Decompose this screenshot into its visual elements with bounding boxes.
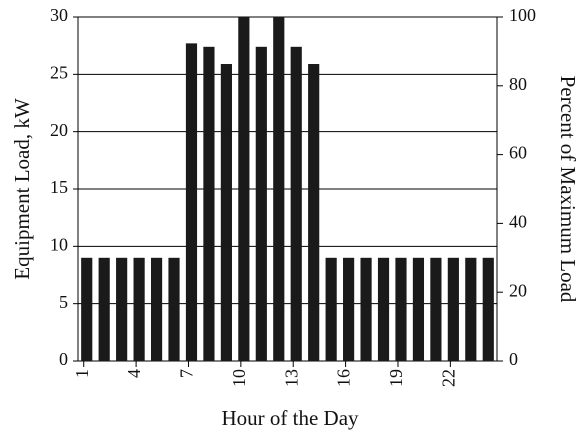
x-tick-label: 4: [124, 369, 144, 378]
y2-tick-label: 60: [509, 143, 527, 163]
bar: [482, 257, 494, 361]
bar: [412, 257, 425, 361]
y2-tick-label: 100: [509, 5, 536, 25]
y-tick-label: 30: [50, 5, 68, 25]
y-tick-label: 15: [50, 177, 68, 197]
bar: [447, 257, 459, 361]
bar: [168, 257, 180, 361]
x-tick-label: 19: [386, 369, 406, 387]
bar: [465, 257, 477, 361]
y-tick-label: 20: [50, 120, 68, 140]
bar: [98, 257, 110, 361]
x-tick-label: 22: [438, 369, 458, 387]
x-tick-label: 16: [334, 369, 354, 387]
y-tick-label: 5: [59, 292, 68, 312]
bar: [238, 17, 250, 361]
bar: [255, 46, 267, 362]
x-tick-label: 13: [281, 369, 301, 387]
y-tick-label: 0: [59, 349, 68, 369]
y-tick-label: 10: [50, 234, 68, 254]
y2-tick-label: 40: [509, 212, 527, 232]
bar: [273, 17, 285, 361]
bar: [133, 257, 145, 361]
x-axis-title: Hour of the Day: [221, 406, 359, 430]
bar: [360, 257, 372, 361]
y2-tick-label: 0: [509, 349, 518, 369]
bar: [325, 257, 337, 361]
y2-tick-label: 80: [509, 74, 527, 94]
x-tick-label: 10: [229, 369, 249, 387]
bar: [81, 257, 93, 361]
bar: [116, 257, 128, 361]
bar: [395, 257, 407, 361]
bar: [185, 43, 198, 362]
y-tick-label: 25: [50, 62, 68, 82]
bar: [203, 46, 215, 362]
bar: [343, 257, 355, 361]
x-tick-label: 7: [177, 369, 197, 378]
y-axis-title: Equipment Load, kW: [10, 98, 34, 280]
bar: [150, 257, 163, 361]
bar: [377, 257, 390, 361]
bar: [290, 46, 302, 362]
x-tick-label: 1: [72, 369, 92, 378]
bar: [430, 257, 442, 361]
bar: [308, 64, 320, 361]
bar: [220, 64, 232, 361]
y2-tick-label: 20: [509, 280, 527, 300]
y2-axis-title: Percent of Maximum Load: [556, 76, 579, 303]
